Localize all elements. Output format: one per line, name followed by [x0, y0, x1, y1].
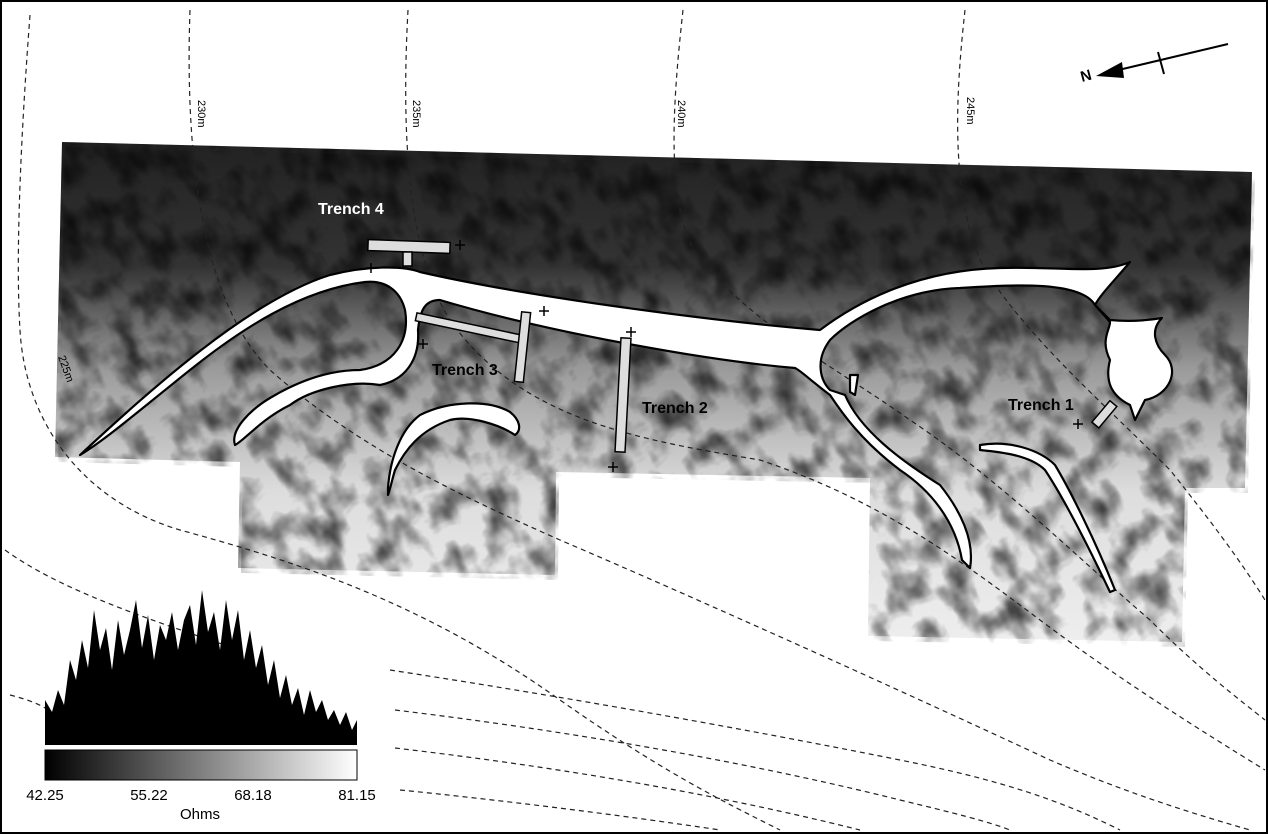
contour-label: 235m — [410, 100, 422, 128]
scale-tick-label: 55.22 — [130, 787, 168, 804]
trench-label: Trench 4 — [318, 201, 384, 218]
contour-label: 245m — [964, 97, 976, 125]
survey-map: N 230m 235m 240m 245m 225m Trench 4 Tren… — [0, 0, 1268, 834]
trench-label: Trench 3 — [432, 362, 498, 379]
contour-label: 240m — [675, 100, 687, 128]
scale-unit: Ohms — [180, 806, 220, 823]
trench-label: Trench 1 — [1008, 397, 1074, 414]
scale-tick-label: 81.15 — [338, 787, 376, 804]
contour-label: 230m — [195, 100, 207, 128]
trench-label: Trench 2 — [642, 400, 708, 417]
scale-tick-label: 68.18 — [234, 787, 272, 804]
scale-tick-label: 42.25 — [26, 787, 64, 804]
